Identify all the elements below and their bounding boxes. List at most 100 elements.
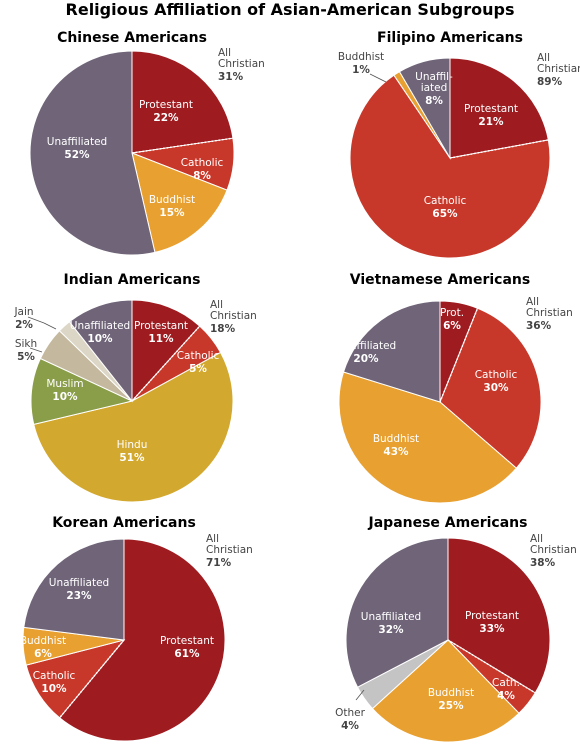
slice-value: 10% — [52, 391, 78, 403]
leader-line — [369, 73, 387, 83]
all-christian-label: Christian — [218, 58, 265, 70]
slice-label: Unaffiliated — [361, 611, 421, 623]
all-christian-value: 71% — [206, 557, 232, 569]
pie-panel-2: Indian AmericansProtestant11%Catholic5%H… — [13, 272, 257, 503]
pie-slice-protestant — [131, 50, 234, 154]
slice-value: 15% — [159, 207, 185, 219]
slice-value: 52% — [64, 149, 90, 161]
all-christian-label: Christian — [537, 63, 580, 75]
leader-line — [43, 322, 57, 330]
pie-slice-catholic — [349, 74, 551, 259]
slice-value: 10% — [41, 683, 67, 695]
panel-title: Korean Americans — [52, 515, 196, 531]
pie-slice-catholic — [439, 307, 542, 469]
slice-label: Cath. — [492, 677, 520, 689]
slice-label: Catholic — [33, 670, 76, 682]
christian-divider — [449, 139, 549, 159]
slice-value: 8% — [193, 170, 211, 182]
all-christian-label: All — [206, 533, 219, 545]
slice-value: 43% — [383, 446, 409, 458]
slice-value: 23% — [66, 590, 92, 602]
slice-label: Catholic — [177, 350, 220, 362]
christian-divider — [59, 639, 125, 719]
pie-slice-protestant — [447, 537, 551, 694]
pie-panel-5: Japanese AmericansProtestant33%Cath.4%Bu… — [335, 515, 577, 743]
slice-value: 33% — [479, 623, 505, 635]
pie-slice-unaffiliated — [29, 50, 156, 256]
all-christian-label: Christian — [526, 307, 573, 319]
christian-divider — [439, 307, 479, 403]
slice-label: Protestant — [160, 635, 214, 647]
all-christian-value: 89% — [537, 76, 563, 88]
slice-value: 21% — [478, 116, 504, 128]
slice-label: Other — [335, 707, 365, 719]
pie-slice-protestant — [449, 57, 549, 159]
slice-label: Unaffiliated — [49, 577, 109, 589]
pie-slice-buddhist — [131, 152, 228, 253]
panel-title: Indian Americans — [64, 272, 201, 288]
pie-slice-muslim — [30, 357, 134, 426]
slice-label: Protestant — [134, 320, 188, 332]
chart-title: Religious Affiliation of Asian-American … — [66, 0, 515, 19]
slice-value: 20% — [353, 353, 379, 365]
slice-value: 4% — [341, 720, 359, 732]
slice-label: Unaffiliated — [336, 340, 396, 352]
slice-value: 61% — [174, 648, 200, 660]
pie-slice-unaffiliated — [23, 538, 125, 641]
all-christian-label: Christian — [210, 310, 257, 322]
slice-label: Hindu — [117, 439, 148, 451]
slice-label: Unaffiliated — [47, 136, 107, 148]
slice-label: Protestant — [464, 103, 518, 115]
slice-value: 4% — [497, 690, 515, 702]
slice-label: Catholic — [181, 157, 224, 169]
pie-slice-protestant — [58, 538, 226, 742]
panel-title: Japanese Americans — [368, 515, 528, 531]
pie-slice-protestant — [131, 299, 201, 403]
panel-title: Vietnamese Americans — [350, 272, 530, 288]
slice-label: Buddhist — [338, 51, 384, 63]
slice-label: Buddhist — [20, 635, 66, 647]
pie-slice-unaffiliated — [345, 537, 449, 688]
slice-label: Protestant — [139, 99, 193, 111]
panel-title: Filipino Americans — [377, 30, 523, 46]
all-christian-label: Christian — [206, 544, 253, 556]
leader-line — [355, 689, 365, 701]
slice-value: 2% — [15, 319, 33, 331]
slice-label: Buddhist — [373, 433, 419, 445]
all-christian-label: All — [210, 299, 223, 311]
pie-slice-buddhist — [371, 639, 520, 743]
slice-value: 51% — [119, 452, 145, 464]
slice-label: Prot. — [440, 307, 464, 319]
slice-value: 6% — [34, 648, 52, 660]
slice-label: Muslim — [46, 378, 83, 390]
slice-label: iated — [421, 82, 448, 94]
all-christian-value: 36% — [526, 320, 552, 332]
leader-line — [27, 316, 45, 324]
leader-line — [29, 347, 43, 353]
slice-value: 5% — [17, 351, 35, 363]
slice-label: Catholic — [424, 195, 467, 207]
slice-label: Buddhist — [428, 687, 474, 699]
pie-slice-buddhist — [338, 371, 518, 504]
slice-value: 32% — [378, 624, 404, 636]
all-christian-label: All — [537, 52, 550, 64]
slice-label: Buddhist — [149, 194, 195, 206]
all-christian-label: Christian — [530, 544, 577, 556]
slice-label: Catholic — [475, 369, 518, 381]
slice-value: 6% — [443, 320, 461, 332]
slice-value: 5% — [189, 363, 207, 375]
pie-slice-unaffiliated — [342, 300, 441, 403]
christian-divider — [447, 639, 536, 694]
slice-value: 30% — [483, 382, 509, 394]
slice-value: 8% — [425, 95, 443, 107]
pie-slice-unaffiliated — [398, 57, 451, 160]
all-christian-value: 18% — [210, 323, 236, 335]
all-christian-label: All — [530, 533, 543, 545]
all-christian-value: 31% — [218, 71, 244, 83]
slice-label: Jain — [13, 306, 33, 318]
slice-label: Unaffil- — [415, 71, 453, 83]
